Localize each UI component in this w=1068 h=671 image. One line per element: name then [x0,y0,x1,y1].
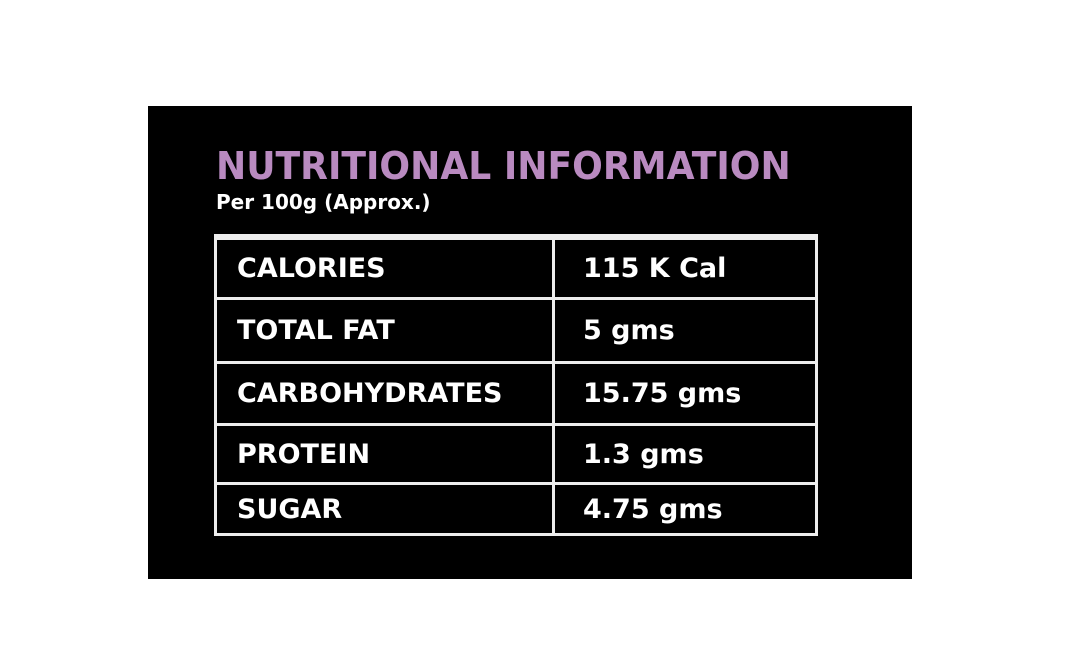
table-row: CARBOHYDRATES 15.75 gms [217,361,815,423]
table-row: PROTEIN 1.3 gms [217,423,815,482]
nutrient-value: 15.75 gms [583,378,742,409]
title: NUTRITIONAL INFORMATION [216,144,791,188]
nutrient-name: TOTAL FAT [237,315,395,346]
nutrition-table: CALORIES 115 K Cal TOTAL FAT 5 gms CARBOHYDR… [214,234,818,536]
nutrient-name: CALORIES [237,253,386,284]
subtitle: Per 100g (Approx.) [216,190,431,214]
nutrient-value: 1.3 gms [583,438,704,470]
nutrient-value: 5 gms [583,315,675,346]
table-row: TOTAL FAT 5 gms [217,297,815,361]
table-row: CALORIES 115 K Cal [217,237,815,297]
nutrition-panel: NUTRITIONAL INFORMATION Per 100g (Approx… [148,106,912,579]
nutrient-name: CARBOHYDRATES [237,378,503,409]
nutrient-name: PROTEIN [237,438,371,470]
nutrient-value: 4.75 gms [583,493,723,525]
nutrient-name: SUGAR [237,493,343,525]
table-row: SUGAR 4.75 gms [217,482,815,533]
nutrient-value: 115 K Cal [583,253,727,284]
column-divider [552,237,555,533]
